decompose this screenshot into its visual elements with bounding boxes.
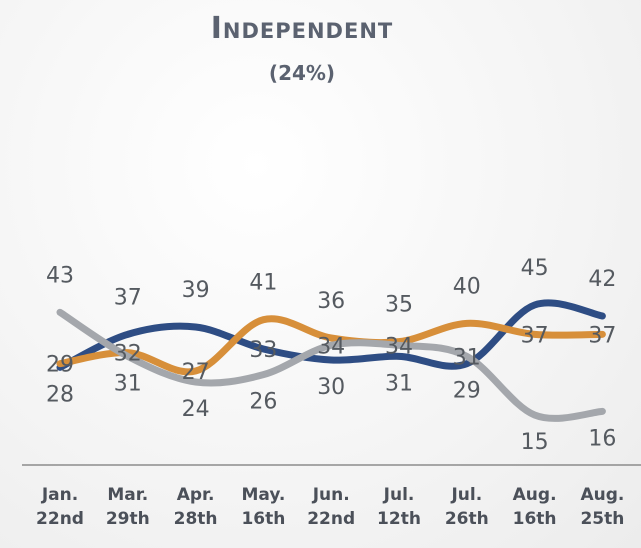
data-label: 42	[588, 267, 616, 292]
data-label: 27	[182, 360, 210, 385]
data-label: 39	[182, 278, 210, 303]
data-label: 29	[46, 353, 74, 378]
data-label: 43	[46, 263, 74, 288]
x-tick-label: Jul. 12th	[377, 485, 421, 529]
x-tick-label: May. 16th	[241, 485, 285, 529]
data-label: 37	[588, 323, 616, 348]
x-tick-label: Jan. 22nd	[36, 485, 84, 529]
data-label: 31	[385, 371, 413, 396]
data-label: 34	[317, 334, 345, 359]
x-tick-label: Jul. 26th	[445, 485, 489, 529]
data-label: 24	[182, 397, 210, 422]
data-label: 35	[385, 293, 413, 318]
data-label: 45	[521, 256, 549, 281]
data-label: 28	[46, 382, 74, 407]
data-label: 16	[588, 426, 616, 451]
series-line	[56, 299, 606, 371]
data-label: 29	[453, 379, 481, 404]
data-label: 34	[385, 334, 413, 359]
x-tick-label: Mar. 29th	[106, 485, 150, 529]
x-tick-label: Jun. 22nd	[307, 485, 355, 529]
x-tick-label: Apr. 28th	[174, 485, 218, 529]
data-label: 33	[249, 338, 277, 363]
data-label: 31	[114, 371, 142, 396]
x-tick-label: Aug. 25th	[580, 485, 624, 529]
series-line	[56, 315, 606, 376]
data-label: 32	[114, 342, 142, 367]
chart-title: Independent	[211, 11, 394, 46]
data-label: 37	[114, 285, 142, 310]
data-label: 26	[249, 390, 277, 415]
data-label: 37	[521, 323, 549, 348]
series-line	[56, 308, 606, 422]
data-label: 36	[317, 289, 345, 314]
data-label: 15	[521, 430, 549, 455]
data-label: 30	[317, 375, 345, 400]
data-label: 31	[453, 345, 481, 370]
data-label: 40	[453, 274, 481, 299]
data-label: 41	[249, 271, 277, 296]
x-tick-label: Aug. 16th	[513, 485, 557, 529]
chart-subtitle: (24%)	[269, 61, 335, 85]
